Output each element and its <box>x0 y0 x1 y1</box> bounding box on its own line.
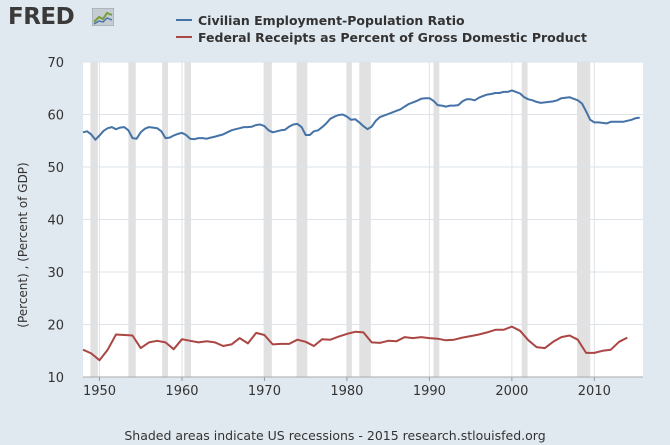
fred-logo[interactable]: FRED <box>8 4 75 30</box>
fred-chart-icon <box>92 8 114 26</box>
x-tick-label: 1990 <box>413 384 446 399</box>
y-tick-label: 70 <box>47 56 64 71</box>
y-axis-label: (Percent) , (Percent of GDP) <box>16 162 30 327</box>
x-tick-label: 2000 <box>495 384 528 399</box>
x-tick-label: 2010 <box>578 384 611 399</box>
recession-footnote: Shaded areas indicate US recessions - 20… <box>124 428 546 443</box>
legend-swatch-employment <box>176 19 192 21</box>
series-line-receipts[interactable] <box>82 325 628 362</box>
y-tick-label: 10 <box>47 371 64 386</box>
x-tick-label: 1960 <box>165 384 198 399</box>
chart-header: FRED Civilian Employment-Population Rati… <box>0 0 670 60</box>
y-tick-label: 30 <box>47 266 64 281</box>
y-tick-label: 60 <box>47 109 64 124</box>
y-tick-label: 50 <box>47 161 64 176</box>
x-tick-label: 1970 <box>248 384 281 399</box>
y-tick-label: 20 <box>47 319 64 334</box>
x-tick-label: 1980 <box>330 384 363 399</box>
legend-swatch-receipts <box>176 36 192 38</box>
legend-label-employment: Civilian Employment-Population Ratio <box>198 12 465 28</box>
legend-label-receipts: Federal Receipts as Percent of Gross Dom… <box>198 29 588 45</box>
legend-item-receipts[interactable]: Federal Receipts as Percent of Gross Dom… <box>176 29 587 45</box>
y-tick-label: 40 <box>47 214 64 229</box>
legend-item-employment[interactable]: Civilian Employment-Population Ratio <box>176 12 465 28</box>
x-tick-label: 1950 <box>83 384 116 399</box>
series-line-employment[interactable] <box>82 89 640 141</box>
